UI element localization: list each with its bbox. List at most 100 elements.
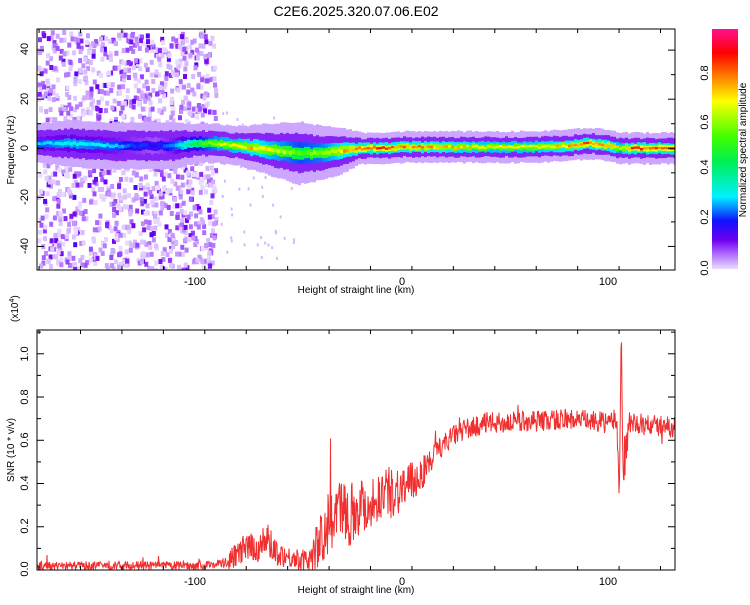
heatmap-cell (265, 147, 268, 152)
heatmap-cell (59, 262, 64, 268)
heatmap-cell (111, 248, 116, 254)
heatmap-cell (472, 145, 475, 148)
heatmap-cell (125, 240, 130, 246)
heatmap-cell (221, 195, 224, 198)
heatmap-cell (167, 53, 172, 59)
heatmap-cell (104, 263, 109, 269)
heatmap-cell (180, 244, 185, 250)
heatmap-cell (190, 230, 195, 236)
spectrogram-ylabel: Frequency (Hz) (6, 116, 17, 185)
heatmap-cell (73, 267, 78, 270)
heatmap-cell (188, 196, 193, 202)
heatmap-cell (80, 230, 85, 236)
heatmap-cell (68, 60, 73, 65)
heatmap-cell (69, 213, 74, 219)
colorbar-label: Normalized spectral amplitude (738, 82, 749, 217)
heatmap-cell (149, 59, 154, 65)
heatmap-cell (181, 99, 186, 105)
heatmap-cell (526, 144, 529, 151)
heatmap-cell (128, 247, 133, 253)
heatmap-cell (138, 231, 143, 237)
heatmap-cell (48, 254, 53, 260)
heatmap-cell (261, 185, 264, 189)
heatmap-cell (75, 182, 80, 188)
heatmap-cell (191, 74, 196, 79)
heatmap-cell (42, 33, 47, 39)
heatmap-cell (118, 144, 121, 149)
heatmap-cell (167, 229, 172, 234)
heatmap-cell (136, 61, 140, 67)
heatmap-cell (205, 73, 210, 79)
heatmap-cell (51, 84, 56, 90)
heatmap-cell (114, 235, 119, 241)
heatmap-cell (62, 51, 67, 57)
heatmap-cell (39, 189, 43, 195)
heatmap-cell (208, 40, 213, 46)
heatmap-cell (118, 245, 123, 251)
heatmap-cell (161, 176, 166, 182)
heatmap-cell (544, 145, 547, 148)
heatmap-cell (38, 50, 43, 56)
heatmap-cell (184, 236, 189, 242)
heatmap-cell (466, 144, 469, 148)
heatmap-cell (193, 236, 198, 241)
heatmap-cell (89, 94, 94, 100)
heatmap-cell (45, 191, 50, 197)
heatmap-cell (442, 145, 445, 148)
heatmap-cell (196, 224, 201, 230)
heatmap-cell (72, 194, 77, 200)
heatmap-cell (195, 114, 199, 120)
heatmap-cell (140, 106, 145, 112)
heatmap-cell (179, 189, 184, 195)
heatmap-cell (125, 47, 130, 53)
heatmap-cell (103, 82, 108, 88)
heatmap-cell (160, 205, 165, 211)
heatmap-cell (166, 63, 171, 69)
heatmap-cell (43, 91, 48, 97)
heatmap-cell (57, 228, 62, 234)
heatmap-cell (87, 170, 92, 176)
heatmap-cell (253, 146, 256, 151)
heatmap-cell (145, 252, 150, 258)
heatmap-cell (181, 267, 186, 270)
heatmap-cell (78, 67, 83, 73)
heatmap-cell (307, 150, 310, 155)
heatmap-cell (55, 141, 58, 145)
heatmap-cell (71, 50, 76, 56)
heatmap-cell (250, 146, 253, 150)
heatmap-cell (571, 144, 574, 147)
heatmap-cell (118, 206, 123, 212)
heatmap-cell (277, 149, 280, 154)
heatmap-cell (70, 36, 75, 42)
heatmap-cell (637, 146, 640, 149)
heatmap-cell (92, 179, 97, 185)
heatmap-cell (77, 204, 82, 210)
heatmap-cell (574, 143, 577, 147)
heatmap-cell (376, 147, 379, 150)
heatmap-cell (661, 147, 664, 150)
heatmap-cell (283, 236, 286, 240)
heatmap-cell (367, 147, 370, 150)
heatmap-cell (616, 145, 619, 148)
heatmap-cell (53, 232, 58, 238)
heatmap-cell (129, 99, 134, 105)
heatmap-cell (54, 238, 59, 244)
heatmap-cell (204, 103, 209, 109)
heatmap-cell (55, 211, 60, 217)
snr-xtick-label: 100 (599, 576, 617, 588)
heatmap-cell (168, 248, 173, 254)
heatmap-cell (49, 56, 53, 62)
heatmap-cell (150, 47, 155, 53)
heatmap-cell (116, 264, 121, 270)
heatmap-cell (211, 142, 214, 145)
heatmap-cell (206, 174, 211, 180)
heatmap-cell (622, 146, 625, 149)
heatmap-cell (361, 148, 364, 151)
heatmap-cell (87, 49, 92, 55)
heatmap-cell (140, 34, 144, 40)
heatmap-cell (65, 259, 70, 265)
heatmap-cell (188, 44, 193, 50)
heatmap-cell (148, 267, 153, 270)
heatmap-cell (118, 232, 123, 238)
